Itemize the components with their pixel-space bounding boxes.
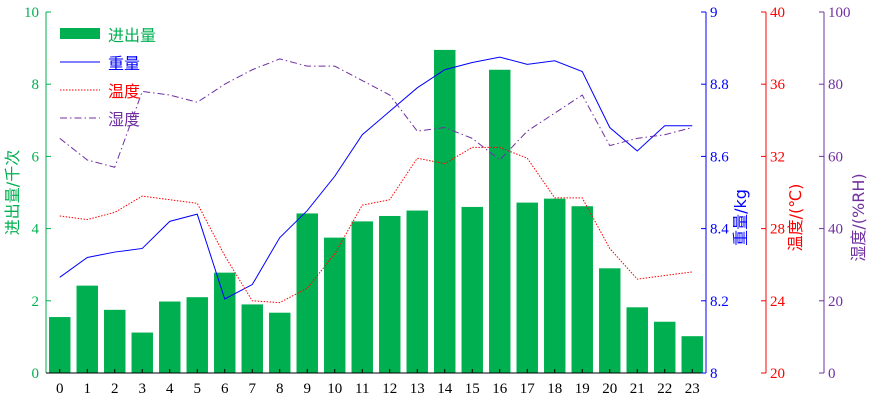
bar-20 (599, 268, 621, 373)
humidity-tick-label: 100 (828, 5, 851, 21)
left-tick-label: 4 (32, 222, 40, 238)
x-tick-label: 21 (630, 381, 645, 397)
bar-17 (516, 202, 538, 373)
x-tick-label: 12 (382, 381, 397, 397)
x-tick-label: 22 (657, 381, 672, 397)
x-tick-label: 13 (410, 381, 425, 397)
humidity-line (59, 58, 693, 168)
temperature-line (59, 146, 693, 304)
x-tick-label: 9 (304, 381, 312, 397)
legend-swatch-bars (60, 28, 100, 39)
x-tick-label: 18 (547, 381, 562, 397)
bar-16 (489, 69, 511, 373)
bar-21 (626, 307, 648, 373)
left-tick-label: 8 (32, 77, 40, 93)
bar-5 (186, 297, 208, 373)
bar-14 (434, 49, 456, 373)
weight-tick-label: 8.8 (710, 77, 729, 93)
x-tick-label: 5 (194, 381, 202, 397)
bar-10 (324, 237, 346, 374)
temperature-tick-label: 36 (770, 77, 786, 93)
bar-15 (461, 206, 483, 373)
legend-label-temperature: 温度 (108, 82, 140, 101)
humidity-axis-title: 湿度/(%RH) (849, 173, 868, 261)
x-tick-label: 17 (520, 381, 536, 397)
bar-23 (681, 336, 703, 373)
x-tick-label: 0 (56, 381, 64, 397)
bar-7 (241, 304, 263, 373)
x-tick-label: 3 (139, 381, 147, 397)
x-tick-label: 19 (575, 381, 590, 397)
bar-22 (654, 321, 676, 373)
bar-11 (351, 221, 373, 373)
weight-tick-label: 9 (710, 5, 718, 21)
humidity-tick-label: 40 (828, 222, 843, 238)
left-tick-label: 10 (24, 5, 39, 21)
left-tick-label: 6 (32, 149, 40, 165)
weight-axis-title: 重量/kg (731, 189, 750, 246)
bar-1 (76, 285, 98, 373)
bar-8 (269, 312, 291, 373)
bar-4 (159, 301, 181, 373)
bar-2 (104, 309, 126, 373)
bar-12 (379, 215, 401, 373)
x-tick-label: 1 (84, 381, 92, 397)
weight-tick-label: 8.4 (710, 222, 729, 238)
left-axis-title: 进出量/千次 (3, 150, 22, 235)
temperature-tick-label: 24 (770, 294, 786, 310)
bar-19 (571, 206, 593, 373)
temperature-tick-label: 28 (770, 222, 785, 238)
x-tick-label: 4 (166, 381, 174, 397)
x-tick-label: 11 (355, 381, 369, 397)
legend-label-bars: 进出量 (108, 26, 156, 45)
x-tick-label: 20 (602, 381, 617, 397)
x-tick-label: 10 (327, 381, 342, 397)
x-tick-label: 23 (685, 381, 700, 397)
bar-6 (214, 272, 236, 373)
weight-tick-label: 8.2 (710, 294, 729, 310)
x-tick-label: 14 (437, 381, 453, 397)
temperature-axis-title: 温度/(℃) (786, 184, 805, 252)
line-series (59, 56, 693, 304)
left-tick-label: 2 (32, 294, 40, 310)
legend-label-humidity: 湿度 (108, 110, 140, 129)
weight-tick-label: 8.6 (710, 149, 729, 165)
left-tick-label: 0 (32, 366, 40, 382)
humidity-tick-label: 20 (828, 294, 843, 310)
weight-tick-label: 8 (710, 366, 718, 382)
x-tick-label: 6 (221, 381, 229, 397)
humidity-tick-label: 0 (828, 366, 836, 382)
weight-line (59, 56, 693, 300)
bar-3 (131, 332, 153, 373)
temperature-tick-label: 40 (770, 5, 785, 21)
bar-9 (296, 213, 318, 373)
bar-series (49, 49, 703, 374)
x-tick-label: 7 (249, 381, 257, 397)
x-tick-label: 8 (276, 381, 284, 397)
bar-13 (406, 210, 428, 373)
x-tick-label: 15 (465, 381, 480, 397)
x-tick-label: 2 (111, 381, 119, 397)
x-tick-label: 16 (492, 381, 508, 397)
bar-0 (49, 317, 71, 373)
temperature-tick-label: 32 (770, 149, 785, 165)
temperature-tick-label: 20 (770, 366, 785, 382)
humidity-tick-label: 80 (828, 77, 843, 93)
humidity-tick-label: 60 (828, 149, 843, 165)
legend-label-weight: 重量 (108, 54, 140, 73)
bar-18 (544, 198, 566, 373)
